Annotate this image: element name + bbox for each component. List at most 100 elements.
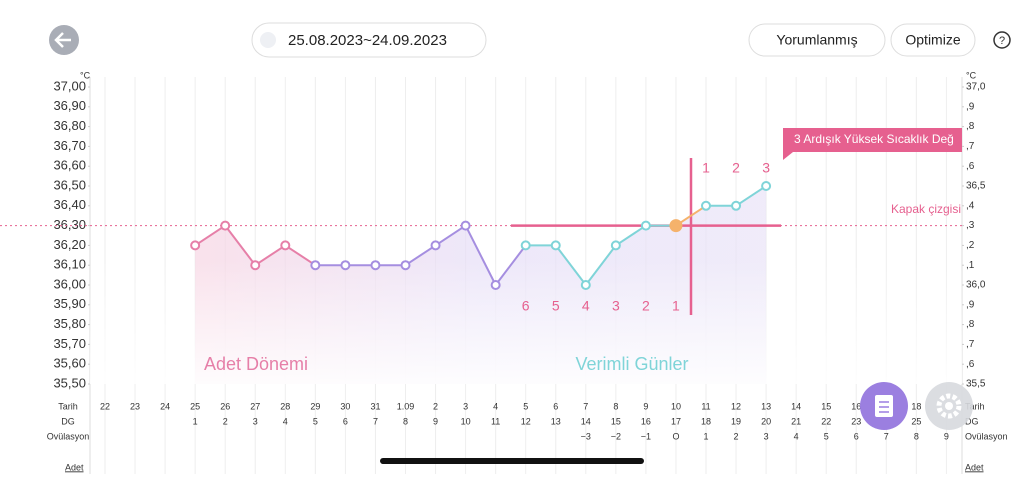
x-tick-label: 5 [523,401,528,411]
dg-label: 19 [731,416,741,426]
ovulation-label: −2 [611,431,621,441]
y2-tick-label: ,8 [966,121,975,132]
row-label: Tarih [58,401,78,411]
x-tick-label: 11 [701,401,710,411]
area-fade [90,260,962,384]
ovulation-label: O [672,431,679,441]
point [190,240,201,251]
y2-tick-label: 36,5 [966,181,986,192]
home-indicator [380,458,644,464]
dg-label: 22 [821,416,831,426]
x-tick-label: 3 [463,401,468,411]
y2-tick-label: ,1 [966,260,975,271]
point [640,220,651,231]
y-tick-label: 36,90 [53,98,86,113]
help-button[interactable] [993,31,1011,49]
date-range: 25.08.2023~24.09.2023 [288,32,447,49]
row-label: Tarih [965,401,985,411]
x-tick-label: 24 [160,401,170,411]
line-segment [284,244,316,267]
y-tick-label: 36,20 [53,237,86,252]
dg-label: 25 [911,416,921,426]
y-tick-label: 36,40 [53,197,86,212]
x-tick-label: 1.09 [397,401,415,411]
x-tick-label: 27 [250,401,260,411]
y-tick-label: 35,90 [53,296,86,311]
row-label: Adet [65,462,84,472]
count-up: 3 [762,160,770,176]
x-tick-label: 6 [553,401,558,411]
dg-label: 21 [791,416,801,426]
y2-tick-label: 36,0 [966,280,986,291]
point [520,240,531,251]
ovulation-label: 7 [884,431,889,441]
x-tick-label: 28 [280,401,290,411]
point [669,219,683,233]
line-segment [254,244,286,267]
y-tick-label: 35,50 [53,375,86,390]
settings-icon [936,393,962,419]
button-label: Yorumlanmış [776,32,857,48]
dg-label: 3 [253,416,258,426]
unit: °C [80,70,91,80]
chart: °C °C37,0036,9036,8036,7036,6036,5036,403… [0,70,1008,474]
point [580,280,591,290]
y2-tick-label: 37,0 [966,82,986,93]
x-tick-label: 8 [613,401,618,411]
x-tick-label: 13 [761,401,771,411]
y2-tick-label: ,6 [966,359,975,370]
count-down: 1 [672,298,680,314]
point [610,240,621,251]
ovulation-label: 6 [854,431,859,441]
x-tick-label: 29 [310,401,320,411]
y2-tick-label: ,8 [966,319,975,330]
y2-tick-label: ,3 [966,220,975,231]
dg-label: 20 [761,416,771,426]
help-icon: ? [999,35,1005,47]
y2-tick-label: ,6 [966,161,975,172]
ovulation-label: 2 [734,431,739,441]
button[interactable] [890,23,976,57]
dg-label: 13 [551,416,561,426]
line-segment [735,185,767,207]
y-tick-label: 36,30 [53,217,86,232]
count-down: 2 [642,298,650,314]
count-down: 3 [612,298,620,314]
x-tick-label: 31 [370,401,380,411]
count-down: 4 [582,298,590,314]
count-up: 2 [732,160,740,176]
row-label: Ovülasyon [47,431,90,441]
annotation-box [783,128,962,160]
dg-label: 23 [851,416,861,426]
row-label: Ovülasyon [965,431,1008,441]
ovulation-label: 4 [794,431,799,441]
dg-label: 15 [611,416,621,426]
cover-label: Kapak çizgisi [891,202,961,216]
point [490,280,501,290]
ovulation-label: 1 [703,431,708,441]
dg-label: 5 [313,416,318,426]
y-tick-label: 36,70 [53,138,86,153]
y2-tick-label: ,2 [966,240,975,251]
dg-label: 10 [461,416,471,426]
line-segment [194,224,226,247]
x-tick-label: 12 [731,401,741,411]
date-icon [260,32,276,48]
y-tick-label: 35,60 [53,356,86,371]
y2-tick-label: ,9 [966,299,975,310]
dg-label: 8 [403,416,408,426]
y-tick-label: 36,10 [53,257,86,272]
point [460,220,471,231]
button[interactable] [748,23,886,57]
line-segment [494,244,527,286]
point [761,181,772,191]
x-tick-label: 26 [220,401,230,411]
region-label: Verimli Günler [575,354,688,374]
point [250,260,261,271]
y-tick-label: 35,70 [53,336,86,351]
settings-icon-hub [945,402,953,410]
notes-icon [875,395,893,417]
date-pill[interactable] [251,22,487,58]
x-tick-label: 14 [791,401,801,411]
